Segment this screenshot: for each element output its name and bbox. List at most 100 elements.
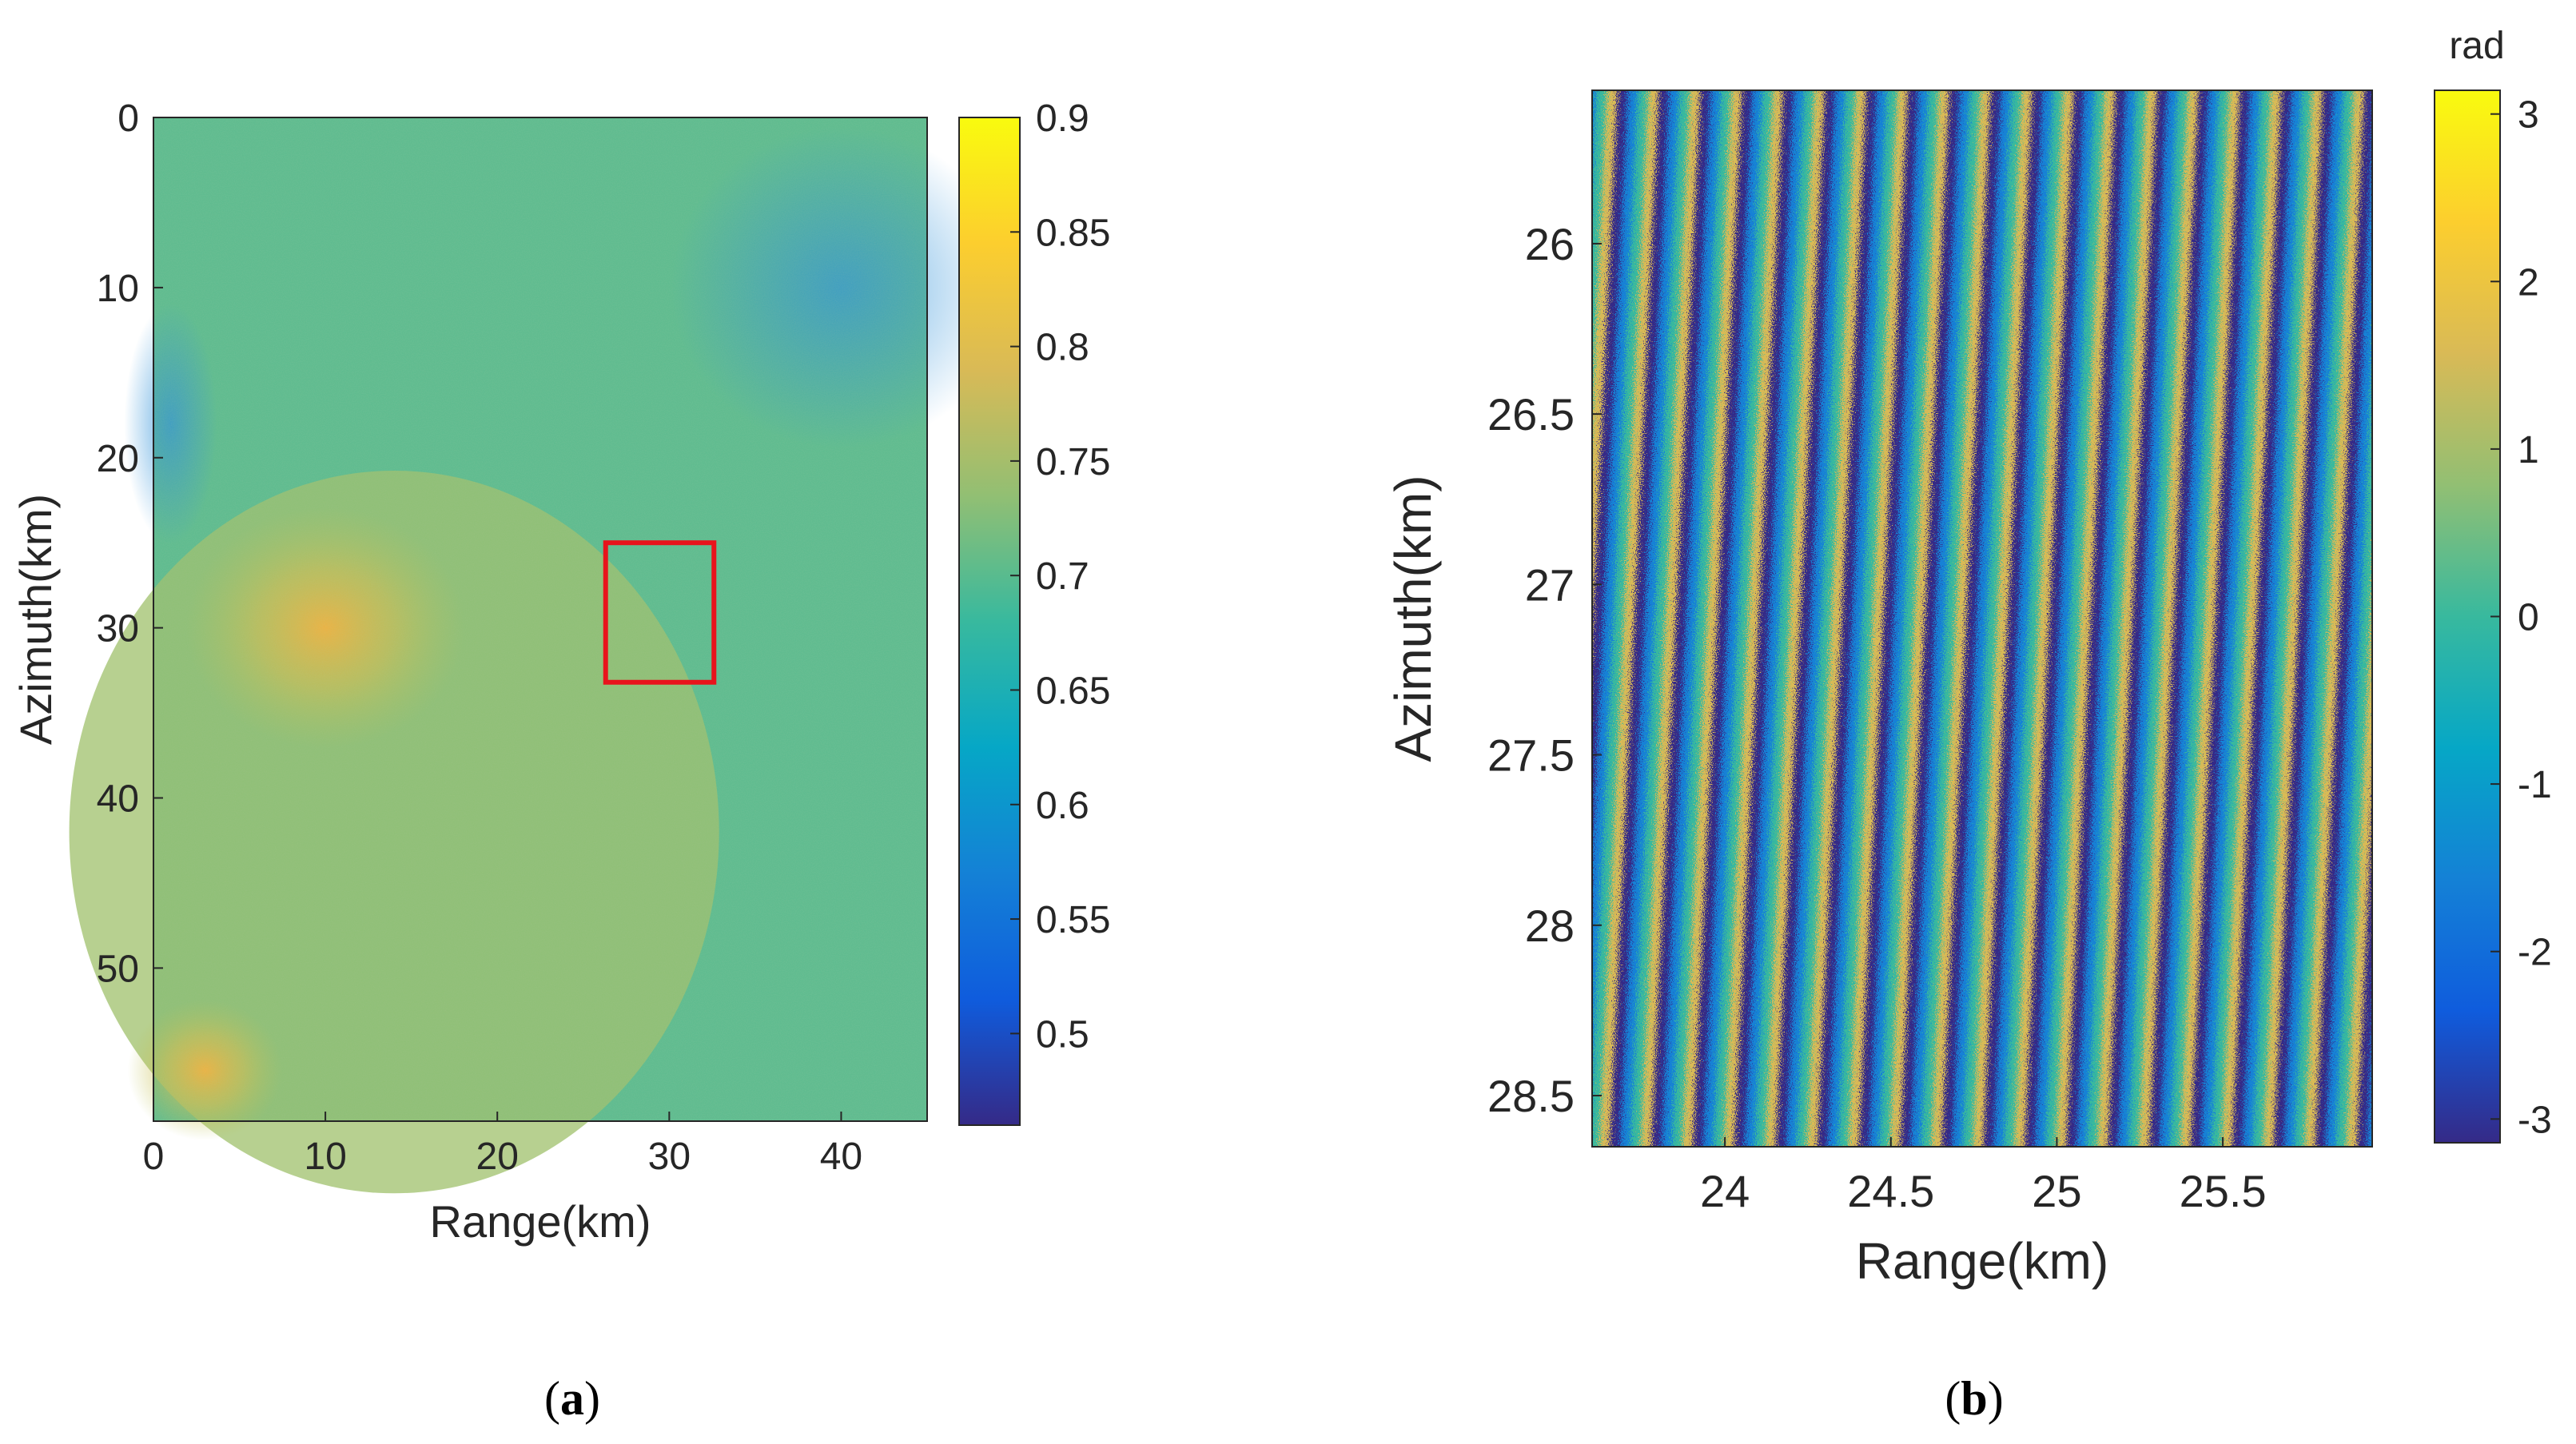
fringe-band (2138, 90, 2200, 1147)
fringe-band (2056, 90, 2117, 1147)
fringe-band (1754, 90, 1817, 1147)
fringe-band (1650, 90, 1713, 1147)
y-tick-label: 10 (97, 268, 139, 310)
x-tick-label: 10 (304, 1136, 346, 1178)
colorbar-tick-label: 0 (2518, 597, 2539, 639)
y-axis-label: Azimuth(km) (1384, 475, 1442, 762)
colorbar-tick-label: 0.7 (1036, 555, 1089, 598)
colorbar (2434, 90, 2501, 1144)
fringe-band (1671, 90, 1734, 1147)
fringe-band (1692, 90, 1754, 1147)
colorbar-tick-label: 0.6 (1036, 785, 1089, 827)
x-axis-label: Range(km) (430, 1196, 651, 1247)
fringe-band (2148, 90, 2211, 1147)
study-area-rectangle (603, 540, 717, 685)
x-tick-label: 25.5 (2180, 1166, 2267, 1216)
fringe-band (2346, 587, 2372, 1147)
x-tick-label: 25 (2032, 1166, 2081, 1216)
colorbar-tick-label: 0.65 (1036, 670, 1110, 712)
colorbar-tick-label: 3 (2518, 94, 2539, 137)
colorbar-unit-label: rad (2449, 25, 2504, 67)
colorbar-tick-label: -2 (2518, 932, 2552, 974)
y-tick-label: 30 (97, 608, 139, 650)
x-tick-label: 0 (143, 1136, 165, 1178)
y-tick-label: 28.5 (1487, 1071, 1575, 1121)
x-tick-label: 20 (476, 1136, 519, 1178)
fringe-band (1869, 90, 1930, 1147)
y-tick-label: 28 (1525, 901, 1575, 951)
y-tick-label: 50 (97, 948, 139, 990)
fringe-band (1592, 90, 1650, 1147)
colorbar-tick-label: 0.75 (1036, 441, 1110, 483)
fringe-band (1734, 90, 1796, 1147)
plot-frame (1591, 90, 2373, 1148)
fringe-band (2325, 140, 2372, 1147)
fringe-band (2273, 90, 2335, 1147)
y-tick-label: 20 (97, 438, 139, 480)
fringe-band (2087, 90, 2148, 1147)
y-tick-label: 26.5 (1487, 389, 1575, 440)
x-tick-label: 24 (1700, 1166, 1750, 1216)
coherence-map-image (69, 117, 1012, 1194)
fringe-band (1640, 90, 1702, 1147)
fringe-band (2315, 90, 2372, 1147)
fringe-band (2211, 90, 2273, 1147)
fringe-band (2096, 90, 2159, 1147)
y-tick-label: 26 (1525, 219, 1575, 269)
y-tick-label: 27 (1525, 559, 1575, 610)
fringe-band (2252, 90, 2315, 1147)
colorbar-ticks: 3 2 1 0 -1 -2 -3 (2490, 94, 2552, 1141)
fringe-band (1941, 90, 2003, 1147)
fringe-band (1910, 90, 1972, 1147)
y-axis-ticks: 26 26.5 27 27.5 28 28.5 (1487, 219, 1602, 1121)
fringe-band (2304, 90, 2366, 1147)
fringe-band (1682, 90, 1744, 1147)
colorbar-tick-label: 0.5 (1036, 1013, 1089, 1056)
fringe-band (1921, 90, 1982, 1147)
fringe-band (2169, 90, 2232, 1147)
fringe-band (1713, 90, 1775, 1147)
fringe-band (1723, 90, 1786, 1147)
fringe-band (1858, 90, 1920, 1147)
fringe-band (1661, 90, 1723, 1147)
fringe-band (1952, 90, 2013, 1147)
fringe-band (2159, 90, 2221, 1147)
fringe-band (1931, 90, 1993, 1147)
fringe-band (2377, 82, 2439, 1155)
fringe-band (1806, 90, 1868, 1147)
fringe-band (2335, 363, 2372, 1147)
colorbar-tick-label: -3 (2518, 1099, 2552, 1141)
fringe-band (1454, 82, 1515, 1155)
fringe-band (1879, 90, 1941, 1147)
fringe-band (2242, 90, 2304, 1147)
fringe-band (1889, 90, 1951, 1147)
panel-a-coherence-map: 0 10 20 30 40 0 10 20 30 40 50 Range(km) Azimuth(… (10, 97, 1110, 1425)
panel-b-caption: (b) (1945, 1372, 2003, 1425)
x-tick-label: 40 (820, 1136, 862, 1178)
speckle-texture (153, 117, 927, 1121)
x-tick-label: 30 (648, 1136, 691, 1178)
x-axis-ticks: 24 24.5 25 25.5 (1700, 1137, 2267, 1216)
fringe-band (2066, 90, 2128, 1147)
fringe-band (1837, 90, 1899, 1147)
fringe-band (1900, 90, 1961, 1147)
fringe-band (1796, 90, 1857, 1147)
fringe-band (2107, 90, 2169, 1147)
x-tick-label: 24.5 (1847, 1166, 1934, 1216)
fringe-band (1775, 90, 1837, 1147)
fringe-band (2232, 90, 2294, 1147)
fringe-band (1962, 90, 2024, 1147)
x-axis-label: Range(km) (1856, 1232, 2109, 1290)
plot-frame (153, 117, 928, 1122)
y-tick-label: 27.5 (1487, 730, 1575, 781)
fringe-band (2190, 90, 2252, 1147)
fringe-band (2180, 90, 2242, 1147)
colorbar-tick-label: -1 (2518, 764, 2552, 806)
fringe-band (1848, 90, 1909, 1147)
fringe-band (1619, 90, 1682, 1147)
fringe-band (2221, 90, 2283, 1147)
fringe-band (2076, 90, 2138, 1147)
fringe-band (1973, 90, 2034, 1147)
fringe-band (1599, 90, 1661, 1147)
fringe-band (1630, 90, 1692, 1147)
